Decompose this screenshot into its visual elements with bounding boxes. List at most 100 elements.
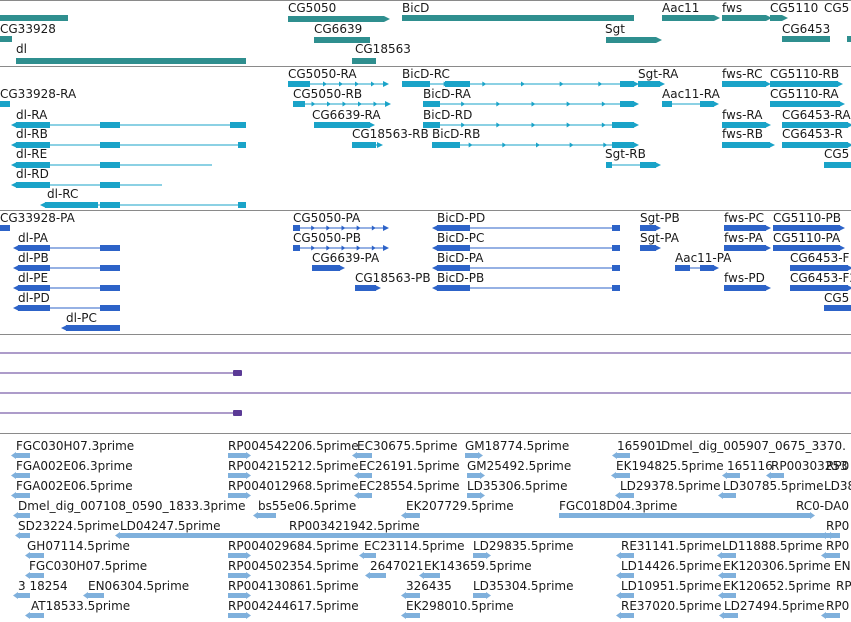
model-CG6453-F2[interactable] <box>790 285 851 291</box>
transcript-CG18563-RB[interactable] <box>352 142 383 148</box>
est-glyph[interactable] <box>25 572 44 579</box>
est-label[interactable]: RP00303253 <box>771 459 848 473</box>
transcript-label[interactable]: CG33928-RA <box>0 87 77 101</box>
model-label[interactable]: dl-PB <box>18 251 49 265</box>
gene-CG6453-glyph[interactable] <box>782 36 830 42</box>
est-glyph[interactable] <box>616 572 634 579</box>
est-label[interactable]: RP004029684.5prime <box>228 539 359 553</box>
transcript-label[interactable]: CG5 <box>824 147 850 161</box>
est-label[interactable]: FGC030H07.3prime <box>16 439 135 453</box>
est-glyph[interactable] <box>115 532 290 539</box>
est-label[interactable]: RP004215212.5prime <box>228 459 359 473</box>
model-label[interactable]: dl-PD <box>18 291 50 305</box>
transcript-fws-RA[interactable] <box>722 122 771 128</box>
transcript-label[interactable]: dl-RE <box>16 147 48 161</box>
transcript-dl-RD[interactable] <box>11 182 162 188</box>
model-dl-PB[interactable] <box>13 265 120 271</box>
est-glyph[interactable] <box>473 552 491 559</box>
est-label[interactable]: bs55e06.5prime <box>258 499 357 513</box>
transcript-CG5110-RB[interactable] <box>770 81 843 87</box>
est-label[interactable]: LD30785.5prime <box>723 479 824 493</box>
est-label[interactable]: RC0-DA0 <box>796 499 849 513</box>
est-glyph[interactable] <box>612 452 630 459</box>
gene-label[interactable]: CG33928 <box>0 22 56 36</box>
est-glyph[interactable] <box>359 552 376 559</box>
est-glyph[interactable] <box>718 492 736 499</box>
model-Sgt-PA[interactable] <box>640 245 661 251</box>
model-label[interactable]: CG5 <box>824 291 850 305</box>
gene-label[interactable]: CG18563 <box>355 42 411 56</box>
gene-CG6639-glyph[interactable] <box>314 37 370 43</box>
est-label[interactable]: LD10951.5prime <box>621 579 722 593</box>
est-glyph[interactable] <box>821 612 840 619</box>
transcript-label[interactable]: dl-RB <box>16 127 48 141</box>
model-dl-PD[interactable] <box>13 305 120 311</box>
model-label[interactable]: CG6639-PA <box>312 251 380 265</box>
model-label[interactable]: dl-PC <box>66 311 97 325</box>
gene-BicD-glyph[interactable] <box>402 15 634 21</box>
transcript-CG5110-RA[interactable] <box>770 101 845 107</box>
est-glyph[interactable] <box>365 572 386 579</box>
est-label[interactable]: EC26191.5prime <box>359 459 460 473</box>
model-label[interactable]: fws-PD <box>724 271 765 285</box>
est-track[interactable] <box>11 452 840 619</box>
est-glyph[interactable] <box>11 452 30 459</box>
gene-CG33928-glyph-2[interactable] <box>0 36 12 42</box>
transcript-label[interactable]: CG6639-RA <box>312 108 381 122</box>
est-label[interactable]: Dmel_dig_005907_0675_3370. <box>661 439 846 453</box>
est-label[interactable]: EK207729.5prime <box>406 499 514 513</box>
est-label[interactable]: EK194825.5prime <box>616 459 724 473</box>
gene-CG18563-glyph[interactable] <box>352 58 376 64</box>
est-label[interactable]: 165901 <box>617 439 663 453</box>
est-label[interactable]: LD11888.5prime <box>722 539 823 553</box>
alignment-block[interactable] <box>233 370 242 376</box>
model-dl-PC[interactable] <box>61 325 120 331</box>
est-glyph[interactable] <box>11 472 30 479</box>
est-glyph[interactable] <box>722 472 740 479</box>
est-label[interactable]: FGC018D04.3prime <box>559 499 678 513</box>
est-label[interactable]: EN06304.5prime <box>88 579 190 593</box>
est-glyph[interactable] <box>467 492 485 499</box>
model-fws-PA[interactable] <box>724 245 771 251</box>
est-label[interactable]: RP0 <box>826 539 850 553</box>
est-label[interactable]: GH07114.5prime <box>27 539 130 553</box>
model-label[interactable]: Sgt-PA <box>640 231 679 245</box>
est-glyph[interactable] <box>228 452 251 459</box>
model-CG5050-PB[interactable] <box>293 245 389 251</box>
est-glyph[interactable] <box>83 592 104 599</box>
est-label[interactable]: LD29378.5prime <box>620 479 721 493</box>
gene-label[interactable]: Sgt <box>605 22 625 36</box>
gene-CG33928-glyph[interactable] <box>0 15 68 21</box>
est-glyph[interactable] <box>718 592 736 599</box>
est-glyph[interactable] <box>467 472 485 479</box>
est-label[interactable]: RP004542206.5prime <box>228 439 359 453</box>
transcript-label[interactable]: BicD-RA <box>423 87 471 101</box>
model-label[interactable]: CG5110-PA <box>773 231 841 245</box>
transcript-label[interactable]: BicD-RC <box>402 67 450 81</box>
transcript-fws-RC[interactable] <box>722 81 771 87</box>
est-label[interactable]: LD14426.5prime <box>621 559 722 573</box>
transcript-fws-RB[interactable] <box>722 142 775 148</box>
est-label[interactable]: 3 18254 <box>18 579 68 593</box>
transcript-label[interactable]: dl-RC <box>47 187 79 201</box>
est-label[interactable]: Dmel_dig_007108_0590_1833.3prime <box>18 499 246 513</box>
est-label[interactable]: RP003421942.5prime <box>289 519 420 533</box>
gene-CG5-glyph[interactable] <box>847 36 851 42</box>
transcript-BicD-RD[interactable] <box>423 122 639 128</box>
est-label[interactable]: LD29835.5prime <box>473 539 574 553</box>
est-label[interactable]: LD38 <box>824 479 851 493</box>
est-label[interactable]: 165116 <box>727 459 773 473</box>
est-label[interactable]: AT18533.5prime <box>31 599 131 613</box>
est-glyph[interactable] <box>465 452 483 459</box>
est-label[interactable]: LD27494.5prime <box>724 599 825 613</box>
est-label[interactable]: LD04247.5prime <box>120 519 221 533</box>
gene-track[interactable] <box>0 15 851 64</box>
transcript-BicD-RB[interactable] <box>432 142 639 148</box>
alignment-track[interactable] <box>0 352 851 416</box>
est-glyph[interactable] <box>473 592 491 599</box>
est-label[interactable]: GM18774.5prime <box>465 439 570 453</box>
transcript-CG33928-RA[interactable] <box>0 101 10 107</box>
model-BicD-PD[interactable] <box>432 225 620 231</box>
transcript-label[interactable]: dl-RA <box>16 108 48 122</box>
est-label[interactable]: EC23114.5prime <box>364 539 465 553</box>
